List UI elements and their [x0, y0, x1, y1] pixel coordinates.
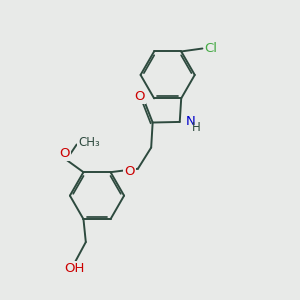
Text: H: H	[192, 121, 200, 134]
Text: Cl: Cl	[204, 42, 217, 55]
Text: O: O	[134, 89, 144, 103]
Text: N: N	[186, 115, 196, 128]
Text: O: O	[124, 165, 135, 178]
Text: O: O	[59, 147, 69, 160]
Text: CH₃: CH₃	[78, 136, 100, 148]
Text: OH: OH	[65, 262, 85, 275]
